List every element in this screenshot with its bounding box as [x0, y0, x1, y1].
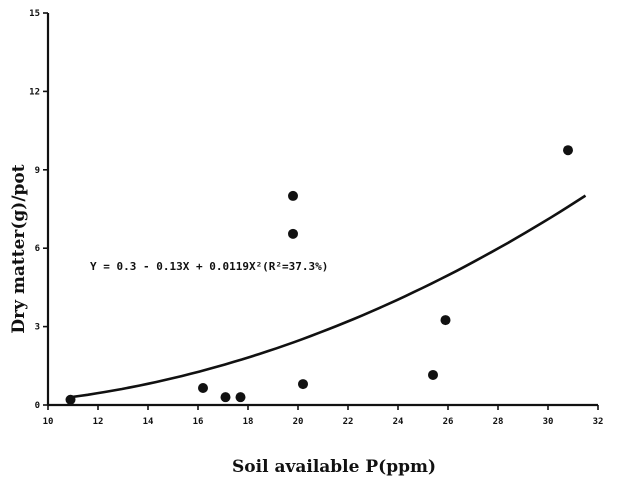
fit-equation-label: Y = 0.3 - 0.13X + 0.0119X²(R²=37.3%) — [90, 260, 328, 273]
x-tick-label: 28 — [493, 417, 504, 427]
y-tick-label: 0 — [35, 401, 40, 411]
x-axis-label: Soil available P(ppm) — [232, 457, 436, 477]
x-tick-label: 14 — [143, 417, 154, 427]
y-tick-label: 15 — [29, 9, 40, 19]
data-point — [428, 369, 438, 380]
x-ticks: 10 12 14 16 18 20 22 24 26 28 30 32 — [43, 405, 604, 427]
x-tick-label: 30 — [543, 417, 554, 427]
data-point — [198, 383, 208, 394]
y-tick-label: 12 — [29, 87, 40, 97]
x-tick-label: 20 — [293, 417, 304, 427]
fit-curve — [70, 194, 587, 399]
x-tick-label: 26 — [443, 417, 454, 427]
axes — [46, 13, 598, 407]
y-axis-label: Dry matter(g)/pot — [9, 164, 29, 333]
x-tick-label: 10 — [43, 417, 54, 427]
data-point — [235, 392, 246, 403]
x-tick-label: 24 — [393, 417, 404, 427]
x-tick-label: 12 — [93, 417, 104, 427]
data-point — [288, 228, 298, 239]
y-tick-label: 6 — [35, 244, 40, 254]
x-tick-label: 22 — [343, 417, 354, 427]
x-tick-label: 18 — [243, 417, 254, 427]
data-points — [65, 145, 573, 405]
x-tick-label: 16 — [193, 417, 204, 427]
data-point — [440, 315, 451, 326]
data-point — [220, 392, 231, 403]
data-point — [288, 190, 298, 201]
y-ticks: 0 3 6 9 12 15 — [29, 9, 48, 411]
x-tick-label: 32 — [593, 417, 604, 427]
data-point — [65, 394, 76, 405]
y-tick-label: 9 — [35, 166, 40, 176]
data-point — [298, 379, 308, 390]
y-tick-label: 3 — [35, 323, 40, 333]
data-point — [563, 145, 573, 156]
